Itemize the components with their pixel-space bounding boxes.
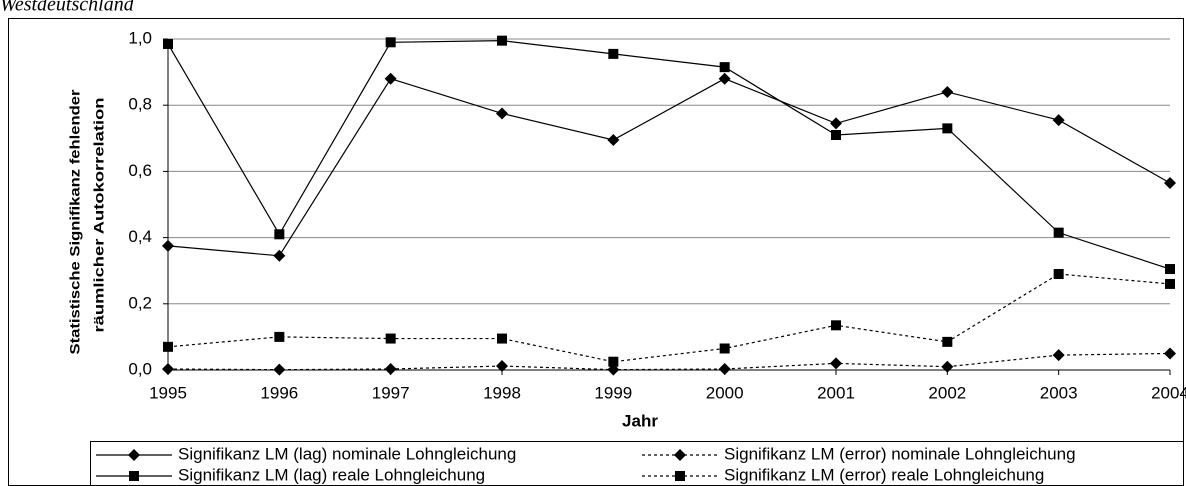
marker <box>497 35 507 46</box>
series-line <box>167 352 1171 371</box>
x-tick-label: 1999 <box>594 383 632 402</box>
series-line <box>167 40 1171 270</box>
x-tick-label: 2001 <box>817 383 855 402</box>
legend-label: Signifikanz LM (error) reale Lohngleichu… <box>724 465 1044 484</box>
y-tick-label: 0,6 <box>128 161 152 180</box>
marker <box>1164 347 1176 360</box>
y-axis-title: Statistische Signifikanz fehlender <box>67 89 83 355</box>
y-tick-label: 0,0 <box>128 359 152 378</box>
marker <box>718 363 731 376</box>
marker <box>384 363 397 376</box>
marker <box>1165 264 1175 275</box>
chart-title: Westdeutschland <box>0 0 135 16</box>
marker <box>941 360 954 373</box>
marker <box>162 363 174 376</box>
legend-label: Signifikanz LM (lag) nominale Lohngleich… <box>178 444 516 463</box>
marker <box>385 333 396 344</box>
marker <box>273 363 286 376</box>
chart-frame <box>8 18 1184 486</box>
marker <box>496 107 508 120</box>
x-tick-label: 2000 <box>706 383 744 402</box>
marker <box>719 62 730 73</box>
marker <box>831 129 841 140</box>
marker <box>942 336 953 347</box>
marker <box>1053 269 1064 280</box>
marker <box>496 360 508 373</box>
marker <box>273 249 286 262</box>
x-tick-label: 1997 <box>372 383 410 402</box>
legend-marker <box>128 449 140 461</box>
x-tick-label: 1998 <box>483 383 521 402</box>
marker <box>941 85 954 98</box>
marker <box>497 333 507 344</box>
legend-frame <box>90 441 1184 486</box>
marker <box>718 72 731 85</box>
marker <box>608 356 619 367</box>
marker <box>274 229 285 240</box>
marker <box>830 117 842 130</box>
series-line <box>167 273 1171 363</box>
x-tick-label: 1995 <box>149 383 187 402</box>
legend-label: Signifikanz LM (lag) reale Lohngleichung <box>178 465 485 484</box>
x-tick-label: 2003 <box>1040 383 1078 402</box>
marker <box>163 341 173 352</box>
marker <box>1052 349 1065 362</box>
legend-marker <box>675 471 685 481</box>
x-axis-title: Jahr <box>622 411 658 430</box>
legend-marker <box>674 449 686 461</box>
marker <box>831 320 841 331</box>
y-tick-label: 0,4 <box>128 227 152 246</box>
legend-label: Signifikanz LM (error) nominale Lohnglei… <box>724 444 1076 463</box>
x-tick-label: 2002 <box>928 383 966 402</box>
marker <box>274 331 285 342</box>
marker <box>719 343 730 354</box>
marker <box>1052 114 1065 127</box>
marker <box>1165 278 1175 289</box>
marker <box>162 239 174 252</box>
y-tick-label: 0,2 <box>128 293 152 312</box>
marker <box>384 72 397 85</box>
marker <box>608 48 619 59</box>
marker <box>830 357 842 370</box>
y-tick-label: 1,0 <box>128 28 152 47</box>
y-tick-label: 0,8 <box>128 95 152 114</box>
x-tick-label: 2004 <box>1151 383 1186 402</box>
x-tick-label: 1996 <box>260 383 298 402</box>
marker <box>1053 227 1064 238</box>
marker <box>385 37 396 48</box>
series-line <box>167 78 1171 257</box>
y-axis-title: räumlicher Autokorrelation <box>91 98 107 333</box>
legend-marker <box>129 471 139 481</box>
marker <box>607 133 620 146</box>
marker <box>942 123 953 134</box>
marker <box>1164 176 1176 189</box>
marker <box>163 38 173 49</box>
